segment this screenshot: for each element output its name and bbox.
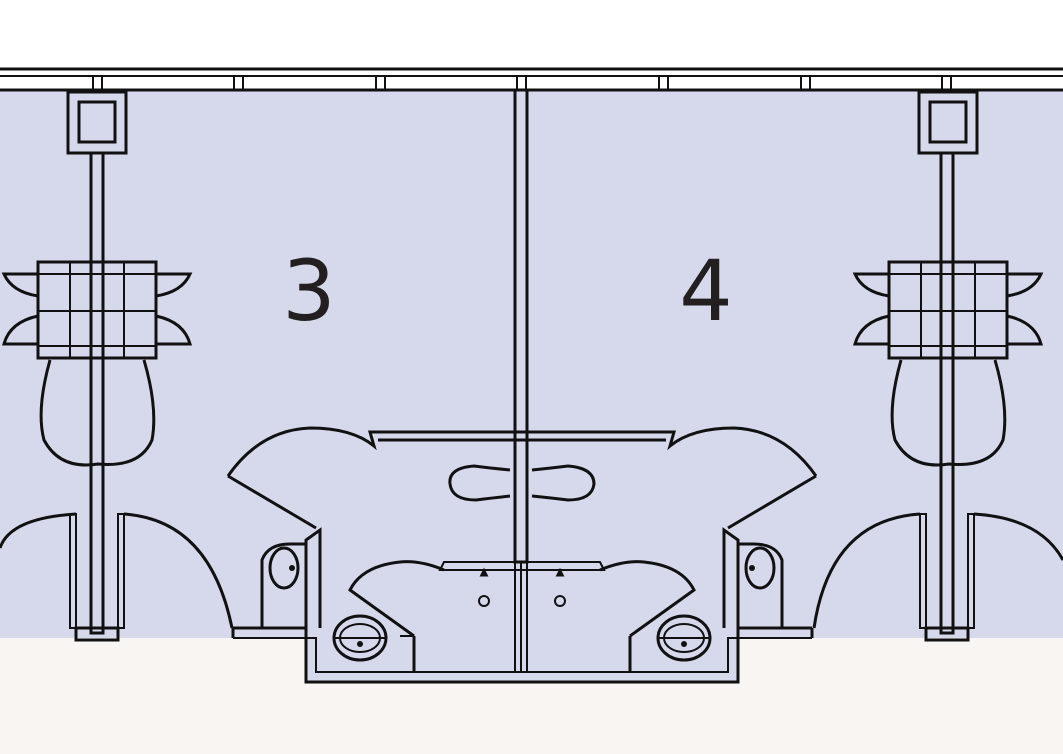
room-number-3: 3	[282, 242, 335, 340]
desk-unit-left	[1, 260, 193, 467]
room-area	[0, 90, 1063, 638]
party-wall-right	[917, 90, 979, 642]
party-wall-center	[513, 88, 529, 434]
party-wall-left	[66, 90, 128, 642]
desk-unit-right	[852, 260, 1044, 467]
bathroom-pod	[226, 426, 818, 684]
bathroom-pod-fill	[233, 634, 812, 682]
room-number-4: 4	[679, 242, 732, 340]
exterior-area	[0, 0, 1063, 68]
window-mullions	[92, 75, 952, 91]
door-swings	[0, 512, 1063, 629]
exterior-wall	[0, 67, 1063, 92]
